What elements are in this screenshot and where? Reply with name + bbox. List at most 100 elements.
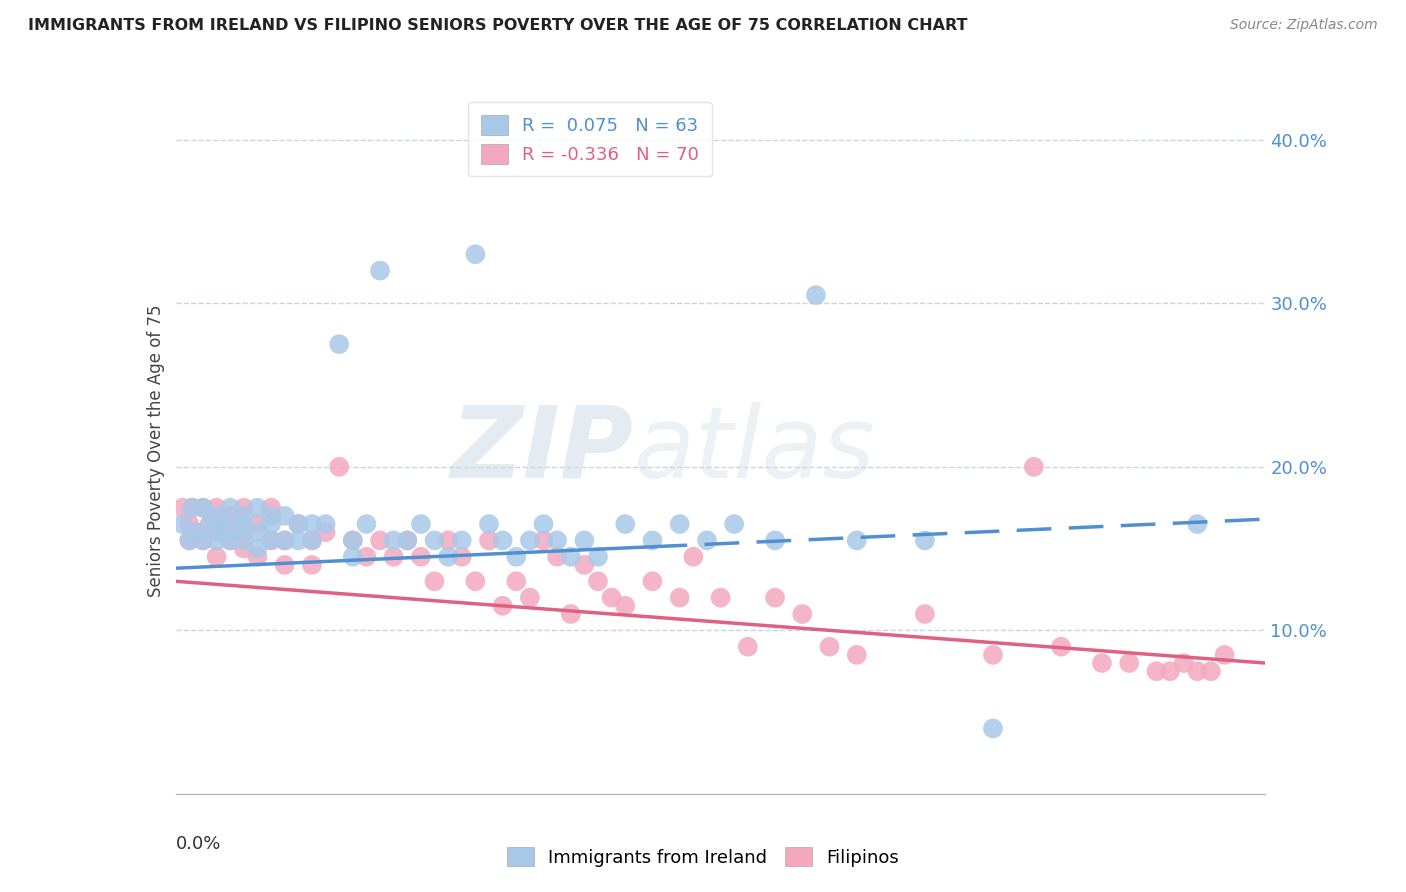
Point	[641, 574, 664, 589]
Text: ZIP: ZIP	[450, 402, 633, 499]
Point	[560, 549, 582, 564]
Point	[710, 591, 733, 605]
Point	[696, 533, 718, 548]
Point	[260, 533, 283, 548]
Legend: Immigrants from Ireland, Filipinos: Immigrants from Ireland, Filipinos	[499, 840, 907, 874]
Point	[981, 648, 1004, 662]
Point	[792, 607, 814, 621]
Point	[519, 533, 541, 548]
Point	[546, 533, 568, 548]
Point	[274, 558, 297, 572]
Point	[737, 640, 759, 654]
Point	[409, 516, 432, 531]
Point	[614, 516, 637, 531]
Point	[342, 533, 364, 548]
Point	[198, 516, 221, 531]
Point	[492, 533, 515, 548]
Point	[212, 516, 235, 531]
Point	[232, 508, 254, 523]
Point	[232, 533, 254, 548]
Point	[763, 533, 786, 548]
Point	[205, 549, 228, 564]
Point	[668, 591, 690, 605]
Legend: R =  0.075   N = 63, R = -0.336   N = 70: R = 0.075 N = 63, R = -0.336 N = 70	[468, 103, 711, 177]
Point	[181, 500, 204, 515]
Point	[287, 516, 309, 531]
Point	[356, 549, 378, 564]
Point	[246, 541, 269, 556]
Point	[212, 525, 235, 540]
Point	[437, 533, 460, 548]
Point	[723, 516, 745, 531]
Point	[1173, 656, 1195, 670]
Point	[981, 722, 1004, 736]
Point	[219, 533, 242, 548]
Point	[546, 549, 568, 564]
Point	[396, 533, 419, 548]
Point	[533, 516, 555, 531]
Point	[423, 574, 446, 589]
Point	[641, 533, 664, 548]
Point	[804, 288, 827, 302]
Point	[205, 500, 228, 515]
Text: IMMIGRANTS FROM IRELAND VS FILIPINO SENIORS POVERTY OVER THE AGE OF 75 CORRELATI: IMMIGRANTS FROM IRELAND VS FILIPINO SENI…	[28, 18, 967, 33]
Text: Source: ZipAtlas.com: Source: ZipAtlas.com	[1230, 18, 1378, 32]
Text: 0.0%: 0.0%	[176, 835, 221, 853]
Point	[191, 500, 214, 515]
Point	[287, 533, 309, 548]
Point	[342, 533, 364, 548]
Point	[505, 549, 527, 564]
Point	[845, 533, 868, 548]
Point	[191, 533, 214, 548]
Point	[328, 337, 350, 351]
Point	[301, 533, 323, 548]
Point	[191, 533, 214, 548]
Point	[191, 500, 214, 515]
Point	[492, 599, 515, 613]
Point	[301, 516, 323, 531]
Y-axis label: Seniors Poverty Over the Age of 75: Seniors Poverty Over the Age of 75	[146, 304, 165, 597]
Point	[1050, 640, 1073, 654]
Point	[246, 500, 269, 515]
Point	[586, 574, 609, 589]
Point	[382, 533, 405, 548]
Point	[574, 558, 596, 572]
Point	[450, 549, 472, 564]
Point	[186, 525, 208, 540]
Point	[382, 549, 405, 564]
Point	[533, 533, 555, 548]
Point	[246, 549, 269, 564]
Point	[1159, 664, 1181, 679]
Point	[181, 500, 204, 515]
Point	[368, 533, 391, 548]
Point	[1199, 664, 1222, 679]
Point	[315, 525, 337, 540]
Point	[205, 508, 228, 523]
Point	[1091, 656, 1114, 670]
Point	[172, 516, 194, 531]
Point	[232, 541, 254, 556]
Point	[668, 516, 690, 531]
Point	[818, 640, 841, 654]
Point	[464, 574, 486, 589]
Point	[1144, 664, 1167, 679]
Point	[219, 508, 242, 523]
Point	[246, 516, 269, 531]
Point	[682, 549, 704, 564]
Text: atlas: atlas	[633, 402, 875, 499]
Point	[186, 525, 208, 540]
Point	[219, 516, 242, 531]
Point	[1187, 516, 1209, 531]
Point	[396, 533, 419, 548]
Point	[1118, 656, 1140, 670]
Point	[179, 533, 201, 548]
Point	[560, 607, 582, 621]
Point	[409, 549, 432, 564]
Point	[301, 533, 323, 548]
Point	[478, 533, 501, 548]
Point	[478, 516, 501, 531]
Point	[586, 549, 609, 564]
Point	[315, 516, 337, 531]
Point	[1022, 459, 1045, 474]
Point	[274, 533, 297, 548]
